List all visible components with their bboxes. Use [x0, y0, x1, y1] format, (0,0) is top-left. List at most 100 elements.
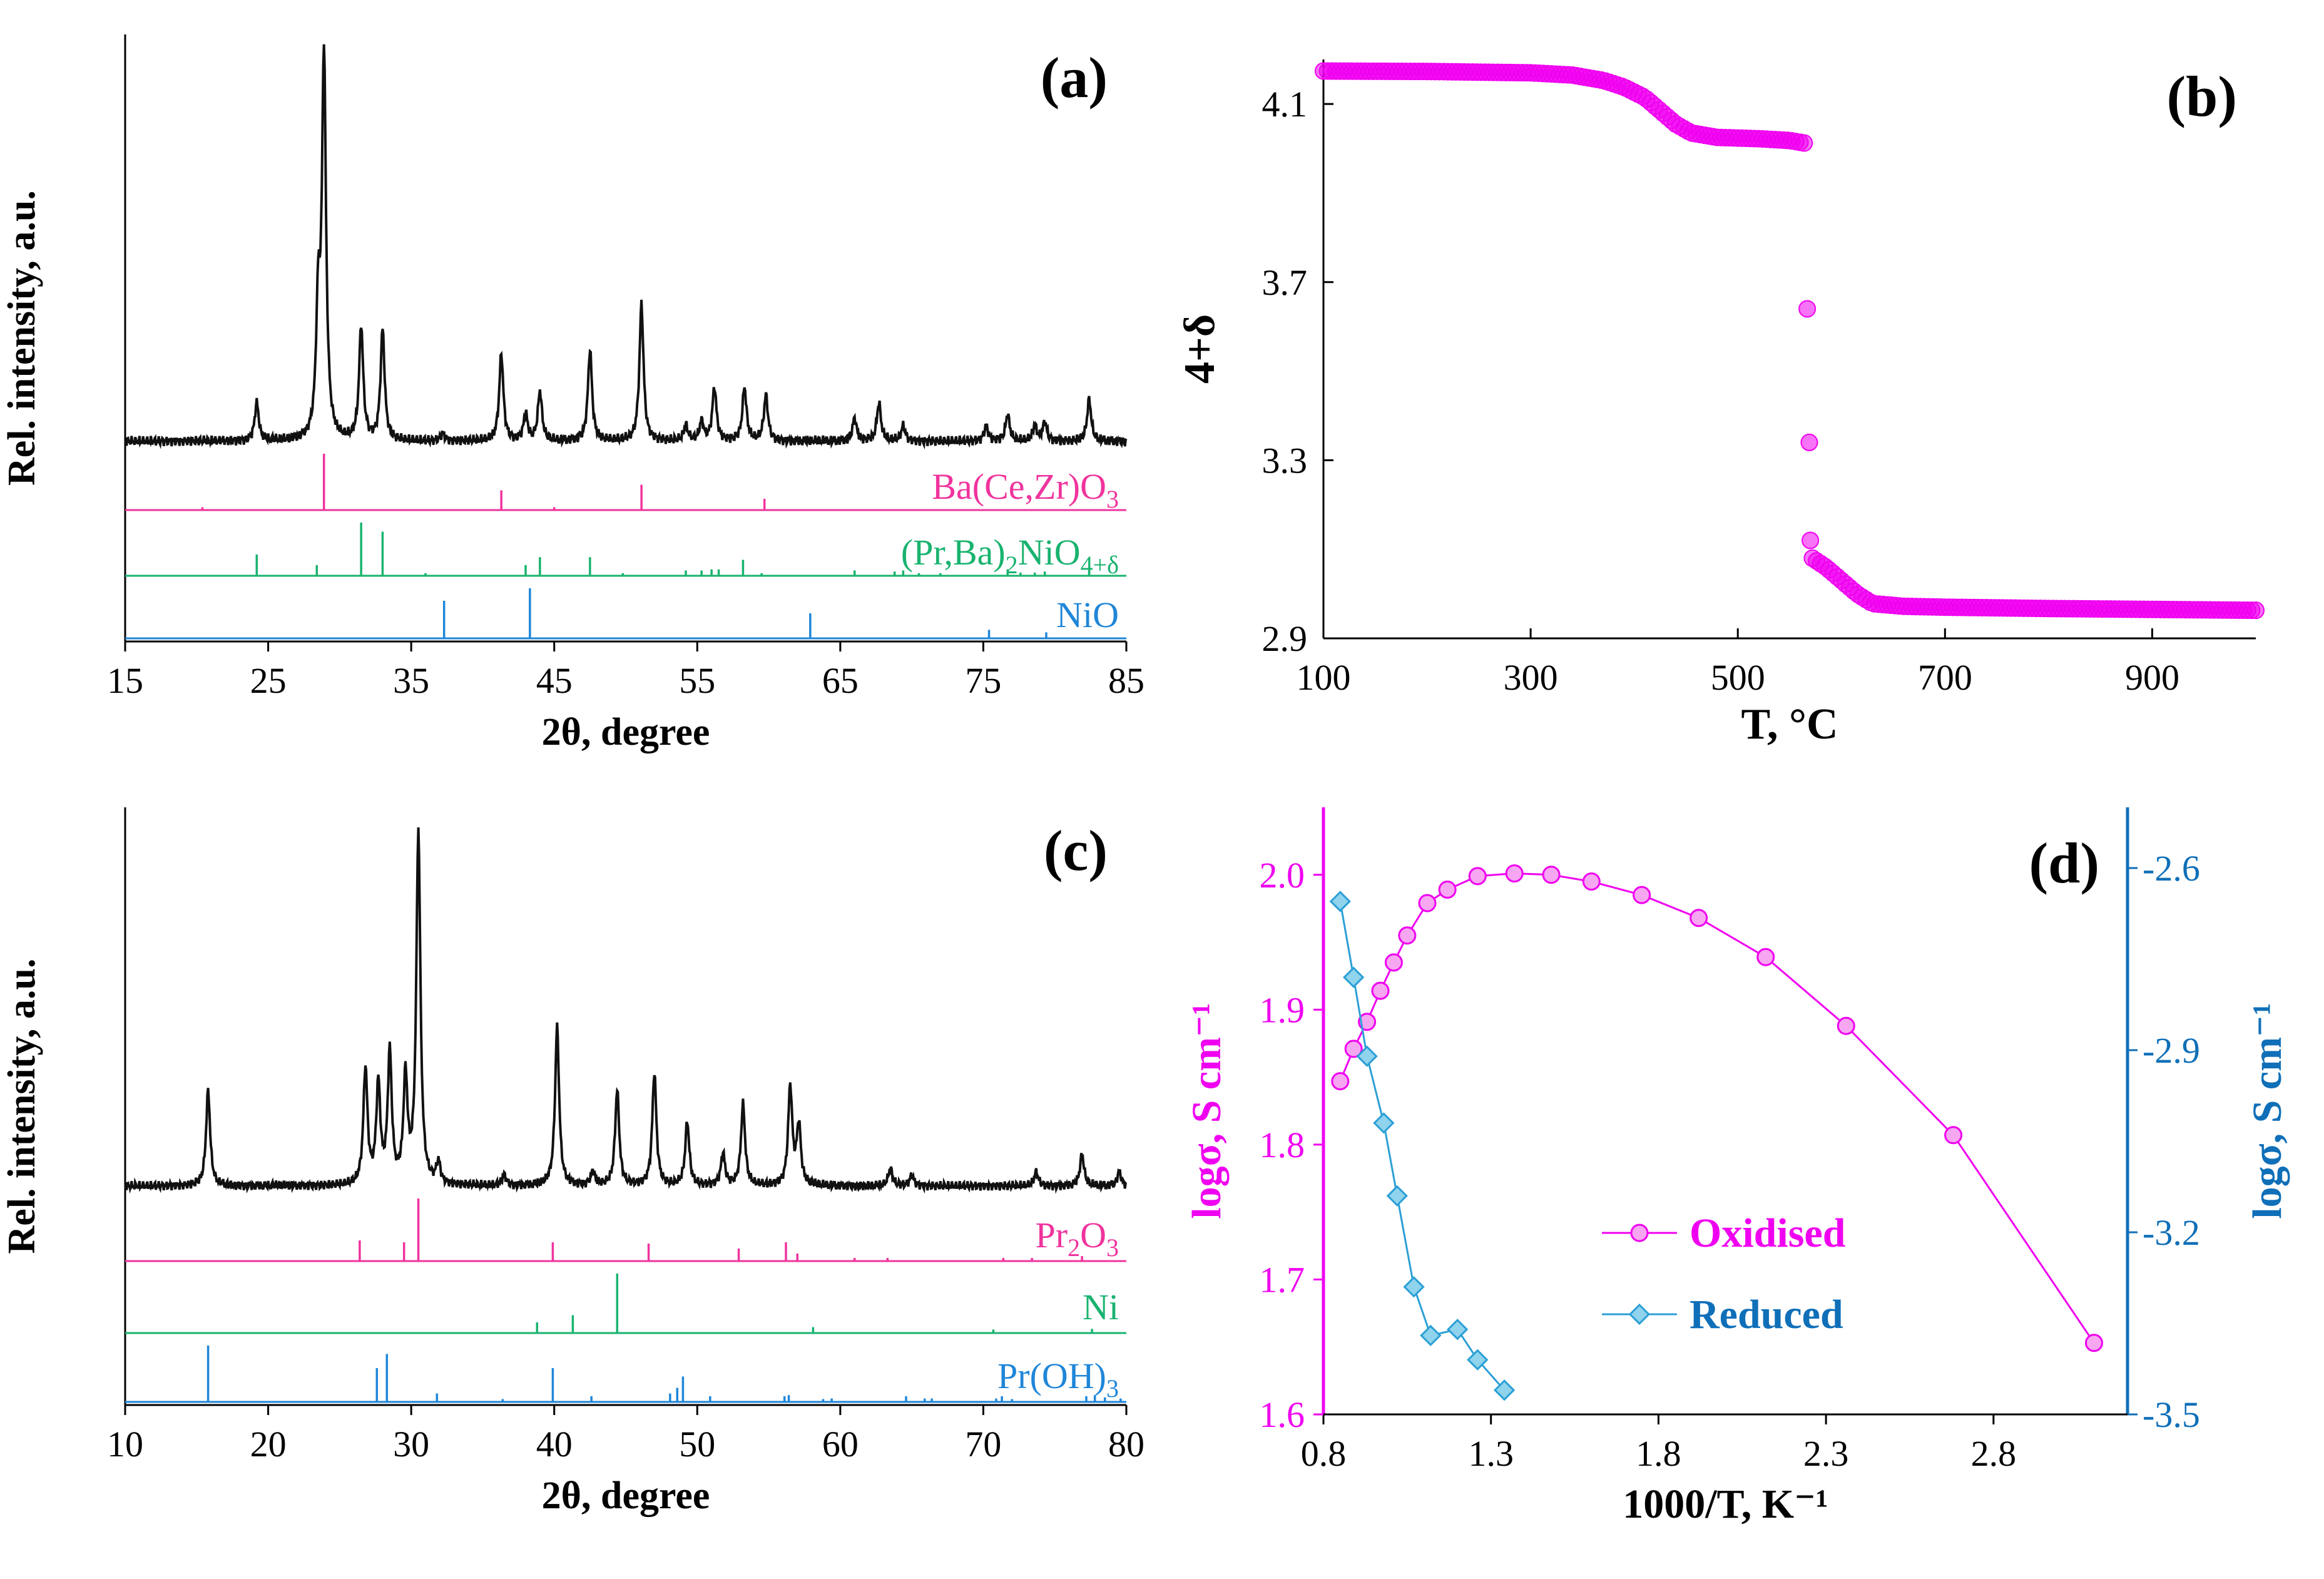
data-point	[1542, 866, 1561, 884]
phase-label: NiO	[1056, 595, 1119, 635]
panel-label: (c)	[1044, 819, 1108, 882]
phase-label: Pr2O3	[1036, 1215, 1119, 1262]
data-point	[1398, 926, 1417, 945]
data-points	[1315, 62, 2265, 620]
data-point	[1386, 1185, 1408, 1207]
phase-subscript-2: 4+δ	[1081, 551, 1119, 579]
x-tick-label: 2.8	[1971, 1433, 2017, 1474]
right-y-tick-label: -3.5	[2143, 1394, 2200, 1435]
phase-subscript-2: 3	[1106, 1234, 1119, 1262]
x-axis-title: 1000/T, K⁻¹	[1623, 1481, 1828, 1527]
right-y-tick-label: -2.9	[2143, 1030, 2200, 1071]
data-point	[1798, 300, 1817, 318]
y-tick-label: 2.9	[1262, 618, 1308, 659]
axes: 100 300 500 700 900 2.9 3.3 3.7 4.1 T, °C 4+δ (b)	[1176, 59, 2256, 749]
data-point	[1689, 909, 1708, 927]
panel-label: (b)	[2167, 64, 2237, 128]
data-point	[1802, 531, 1820, 549]
data-point	[1438, 880, 1457, 899]
data-point	[1329, 891, 1351, 912]
phase-1: (Pr,Ba)2NiO4+δ	[125, 523, 1126, 579]
phase-name: Pr	[1036, 1215, 1068, 1255]
left-y-tick-label: 1.6	[1260, 1394, 1305, 1435]
phase-subscript: 3	[1106, 485, 1119, 513]
x-tick-label: 60	[822, 1424, 859, 1464]
right-y-tick-label: -3.2	[2143, 1212, 2200, 1253]
data-point	[1373, 1112, 1395, 1134]
data-point	[1505, 864, 1524, 883]
x-tick-label: 85	[1108, 660, 1144, 701]
legend-marker	[1630, 1224, 1649, 1242]
phase-2: Pr(OH)3	[125, 1346, 1126, 1403]
x-tick-label: 15	[107, 660, 143, 701]
x-tick-label: 80	[1108, 1424, 1144, 1464]
data-point	[1467, 1349, 1489, 1371]
legend-marker	[1628, 1303, 1651, 1326]
left-y-axis-title: logσ, S cm⁻¹	[1184, 1003, 1230, 1219]
phase-label: Ba(Ce,Zr)O3	[932, 466, 1119, 513]
phase-1: Ni	[125, 1274, 1126, 1334]
data-point	[2084, 1334, 2103, 1352]
data-point	[1403, 1276, 1425, 1298]
x-tick-label: 20	[250, 1424, 287, 1464]
phase-0: Pr2O3	[125, 1198, 1126, 1262]
data-point	[1384, 953, 1403, 972]
phase-label: (Pr,Ba)2NiO4+δ	[901, 532, 1119, 579]
data-point	[1800, 433, 1818, 451]
x-tick-label: 65	[822, 660, 859, 701]
phase-0: Ba(Ce,Zr)O3	[125, 454, 1126, 513]
y-tick-label: 3.7	[1262, 262, 1308, 303]
left-y-tick-label: 1.7	[1260, 1259, 1305, 1300]
phase-subscript: 2	[1068, 1234, 1080, 1262]
x-tick-label: 1.8	[1636, 1433, 1681, 1474]
series-line	[1339, 872, 2095, 1344]
y-tick-label: 3.3	[1262, 440, 1308, 481]
data-point	[1944, 1126, 1963, 1145]
data-point	[1344, 1040, 1363, 1058]
left-y-tick-label: 2.0	[1260, 855, 1305, 896]
x-tick-label: 25	[250, 660, 287, 701]
x-tick-label: 30	[393, 1424, 429, 1464]
data-point	[1358, 1013, 1377, 1031]
x-tick-label: 500	[1711, 657, 1765, 698]
panel-a-xrd: 15 25 35 45 55 65 75 85 2θ, degree Rel. intensity…	[1, 34, 1144, 754]
panel-label: (a)	[1041, 46, 1108, 110]
x-axis-title: 2θ, degree	[542, 711, 710, 754]
x-tick-label: 0.8	[1301, 1433, 1347, 1474]
x-tick-label: 35	[393, 660, 429, 701]
data-point	[1795, 134, 1813, 152]
left-y-tick-label: 1.9	[1260, 989, 1305, 1030]
x-axis-title: T, °C	[1741, 700, 1838, 749]
data-point	[1331, 1072, 1350, 1091]
x-tick-label: 1.3	[1468, 1433, 1514, 1474]
panel-label: (d)	[2029, 831, 2099, 895]
data-point	[1418, 894, 1437, 912]
panel-c-xrd: 10 20 30 40 50 60 70 80 2θ, degree Rel. intensity…	[1, 807, 1144, 1517]
x-tick-label: 100	[1297, 657, 1351, 698]
data-point	[1343, 966, 1365, 988]
phase-label: Pr(OH)3	[997, 1356, 1119, 1403]
x-tick-label: 75	[965, 660, 1001, 701]
legend-label: Reduced	[1689, 1292, 1843, 1337]
right-y-axis-title: logσ, S cm⁻¹	[2245, 1003, 2290, 1219]
x-tick-label: 45	[536, 660, 573, 701]
panel-d-conductivity: 0.8 1.3 1.8 2.3 2.8 1.6 1.7 1.8 1.9 2.0 -3.5 -3.2 -2…	[1184, 807, 2290, 1527]
data-point	[1447, 1319, 1469, 1341]
xrd-pattern	[125, 44, 1128, 450]
phase-name: Ba(Ce,Zr)O	[932, 466, 1106, 507]
x-tick-label: 50	[679, 1424, 715, 1464]
phase-subscript: 2	[1006, 551, 1018, 579]
data-point	[1356, 1045, 1378, 1067]
axes: 0.8 1.3 1.8 2.3 2.8 1.6 1.7 1.8 1.9 2.0 -3.5 -3.2 -2…	[1184, 807, 2290, 1527]
phase-2: NiO	[125, 588, 1126, 640]
right-y-tick-label: -2.6	[2143, 848, 2200, 889]
xrd-pattern	[125, 827, 1128, 1194]
legend-label: Oxidised	[1689, 1210, 1845, 1256]
phase-name: Pr(OH)	[997, 1356, 1106, 1396]
data-point	[1633, 886, 1651, 904]
y-axis-title: Rel. intensity, a.u.	[1, 190, 43, 486]
x-tick-label: 55	[679, 660, 715, 701]
series-oxidised	[1331, 864, 2103, 1352]
data-point	[1420, 1324, 1442, 1347]
